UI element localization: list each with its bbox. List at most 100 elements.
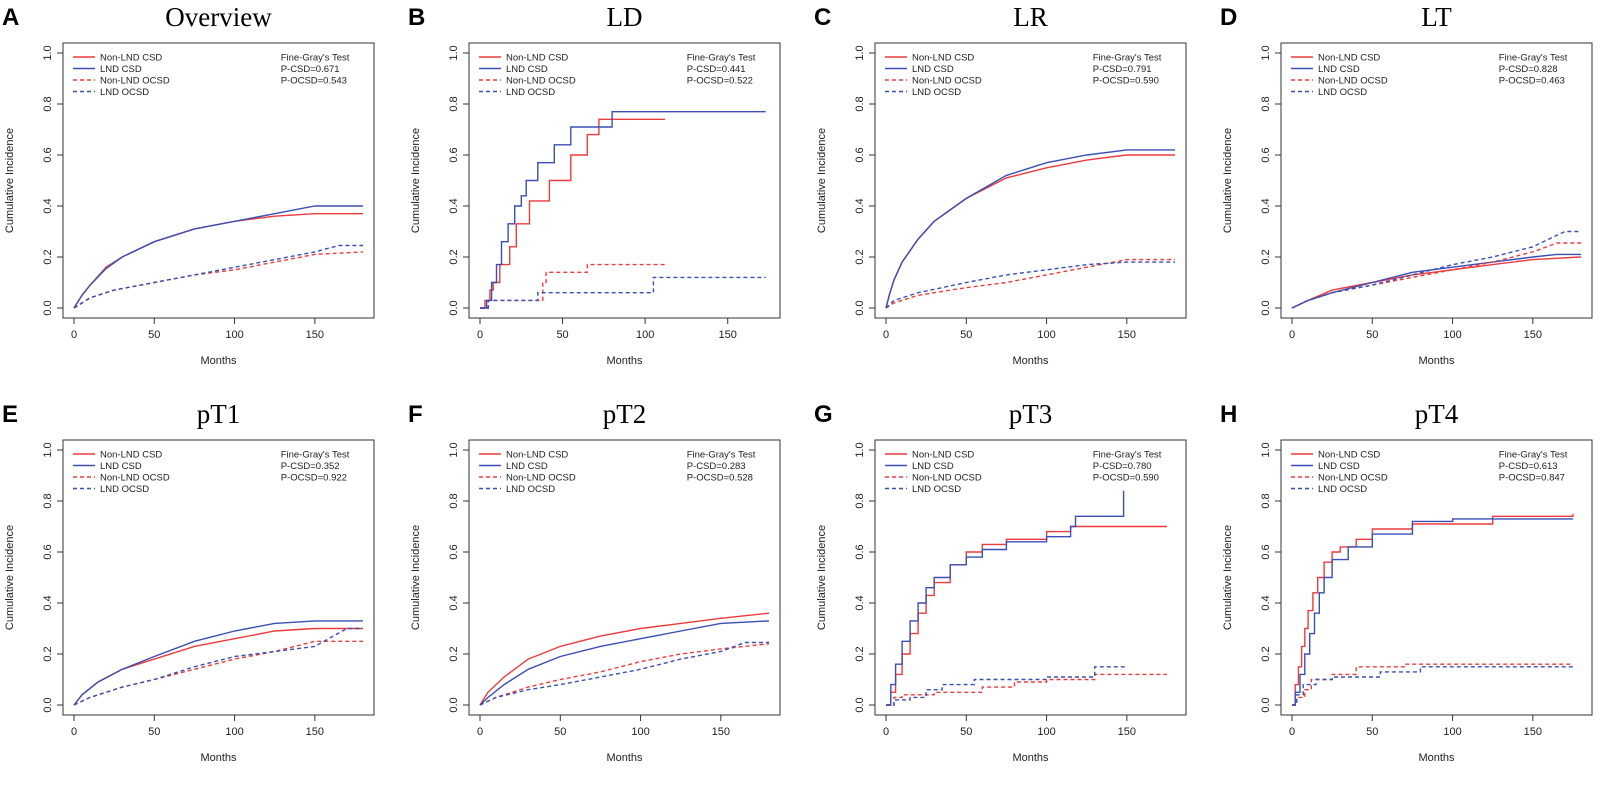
x-axis-label: Months [1012, 355, 1049, 367]
x-tick-label: 150 [719, 329, 737, 341]
x-tick-label: 50 [554, 726, 566, 738]
plot-frame [468, 439, 781, 716]
y-axis-label: Cumulative Incidence [410, 128, 422, 233]
x-tick-label: 50 [1366, 329, 1378, 341]
series-lnd-ocsd [479, 641, 769, 706]
y-tick-label: 0.6 [42, 147, 54, 162]
y-tick-label: 0.6 [1260, 544, 1272, 559]
panel-a: A Overview 0.0 0.2 0.4 0.6 0.8 1.0 0 50 100 150 Mont… [2, 2, 375, 367]
p-csd: P-CSD=0.780 [1093, 461, 1152, 472]
legend-label: Non-LND OCSD [506, 473, 576, 484]
series-non-lnd-csd [1291, 256, 1582, 309]
y-axis-label: Cumulative Incidence [1222, 128, 1234, 233]
y-tick-label: 0.4 [854, 198, 866, 213]
legend-label: Non-LND CSD [1318, 450, 1380, 461]
series-lnd-ocsd [1292, 666, 1573, 706]
legend-label: LND OCSD [1318, 87, 1367, 98]
legend-label: Non-LND OCSD [100, 473, 170, 484]
series-non-lnd-ocsd [479, 643, 770, 706]
p-ocsd: P-OCSD=0.922 [281, 473, 347, 484]
x-axis-label: Months [1418, 355, 1455, 367]
x-tick-label: 150 [712, 726, 730, 738]
legend-label: LND CSD [506, 461, 548, 472]
x-tick-label: 0 [477, 329, 483, 341]
plot-frame [874, 42, 1187, 319]
series-non-lnd-ocsd [1291, 242, 1581, 309]
series-non-lnd-csd [885, 154, 1175, 309]
plot-frame [62, 42, 375, 319]
y-tick-label: 0.2 [448, 646, 460, 661]
series-non-lnd-csd [480, 118, 665, 309]
test-title: Fine-Gray's Test [1499, 53, 1568, 64]
panel-title: pT2 [603, 399, 647, 429]
y-tick-label: 0.0 [1260, 697, 1272, 712]
x-tick-label: 0 [71, 726, 77, 738]
series-lnd-ocsd [480, 276, 766, 309]
y-tick-label: 0.0 [42, 697, 54, 712]
x-tick-label: 50 [1366, 726, 1378, 738]
panel-title: Overview [165, 2, 272, 32]
x-tick-label: 0 [883, 329, 889, 341]
x-tick-label: 100 [1037, 726, 1055, 738]
y-tick-label: 0.6 [448, 147, 460, 162]
series-lnd-csd [480, 111, 766, 309]
x-tick-label: 50 [960, 726, 972, 738]
legend-label: Non-LND OCSD [1318, 76, 1388, 87]
x-tick-label: 0 [883, 726, 889, 738]
y-tick-label: 1.0 [448, 442, 460, 457]
y-tick-label: 0.2 [42, 646, 54, 661]
legend-label: LND CSD [912, 64, 954, 75]
p-csd: P-CSD=0.613 [1499, 461, 1558, 472]
y-tick-label: 0.8 [448, 96, 460, 111]
y-axis-label: Cumulative Incidence [1222, 525, 1234, 630]
y-tick-label: 0.8 [854, 493, 866, 508]
y-tick-label: 0.6 [854, 147, 866, 162]
p-ocsd: P-OCSD=0.847 [1499, 473, 1565, 484]
p-ocsd: P-OCSD=0.590 [1093, 473, 1159, 484]
legend-label: Non-LND OCSD [912, 76, 982, 87]
p-ocsd: P-OCSD=0.590 [1093, 76, 1159, 87]
legend-label: LND OCSD [100, 484, 149, 495]
y-axis-label: Cumulative Incidence [410, 525, 422, 630]
legend-label: LND OCSD [1318, 484, 1367, 495]
y-tick-label: 0.4 [42, 595, 54, 610]
x-tick-label: 0 [477, 726, 483, 738]
y-tick-label: 0.0 [448, 697, 460, 712]
y-tick-label: 0.4 [448, 595, 460, 610]
legend-label: Non-LND CSD [100, 53, 162, 64]
series-lnd-csd [73, 620, 363, 706]
y-tick-label: 0.8 [854, 96, 866, 111]
x-tick-label: 150 [1118, 726, 1136, 738]
x-axis-label: Months [200, 355, 237, 367]
test-title: Fine-Gray's Test [687, 53, 756, 64]
panel-b: B LD 0.0 0.2 0.4 0.6 0.8 1.0 0 50 100 150 Months Cumu… [408, 2, 781, 367]
legend-label: Non-LND CSD [506, 450, 568, 461]
x-tick-label: 100 [1037, 329, 1055, 341]
series-lnd-csd [1292, 518, 1573, 706]
series-non-lnd-csd [886, 525, 1167, 706]
p-ocsd: P-OCSD=0.528 [687, 473, 753, 484]
panel-c: C LR 0.0 0.2 0.4 0.6 0.8 1.0 0 50 100 150 Months Cumu… [814, 2, 1187, 367]
legend-label: LND OCSD [100, 87, 149, 98]
p-ocsd: P-OCSD=0.522 [687, 76, 753, 87]
y-tick-label: 0.6 [42, 544, 54, 559]
test-title: Fine-Gray's Test [281, 450, 350, 461]
y-tick-label: 0.6 [854, 544, 866, 559]
legend-label: Non-LND OCSD [100, 76, 170, 87]
y-tick-label: 1.0 [854, 442, 866, 457]
test-title: Fine-Gray's Test [1499, 450, 1568, 461]
x-tick-label: 50 [960, 329, 972, 341]
p-csd: P-CSD=0.828 [1499, 64, 1558, 75]
legend-label: LND OCSD [506, 87, 555, 98]
x-tick-label: 100 [225, 329, 243, 341]
legend-label: LND CSD [100, 461, 142, 472]
y-tick-label: 0.0 [448, 300, 460, 315]
x-tick-label: 0 [1289, 726, 1295, 738]
panel-letter: G [814, 401, 833, 428]
y-tick-label: 0.4 [1260, 595, 1272, 610]
series-lnd-csd [73, 205, 363, 309]
legend-label: Non-LND OCSD [1318, 473, 1388, 484]
